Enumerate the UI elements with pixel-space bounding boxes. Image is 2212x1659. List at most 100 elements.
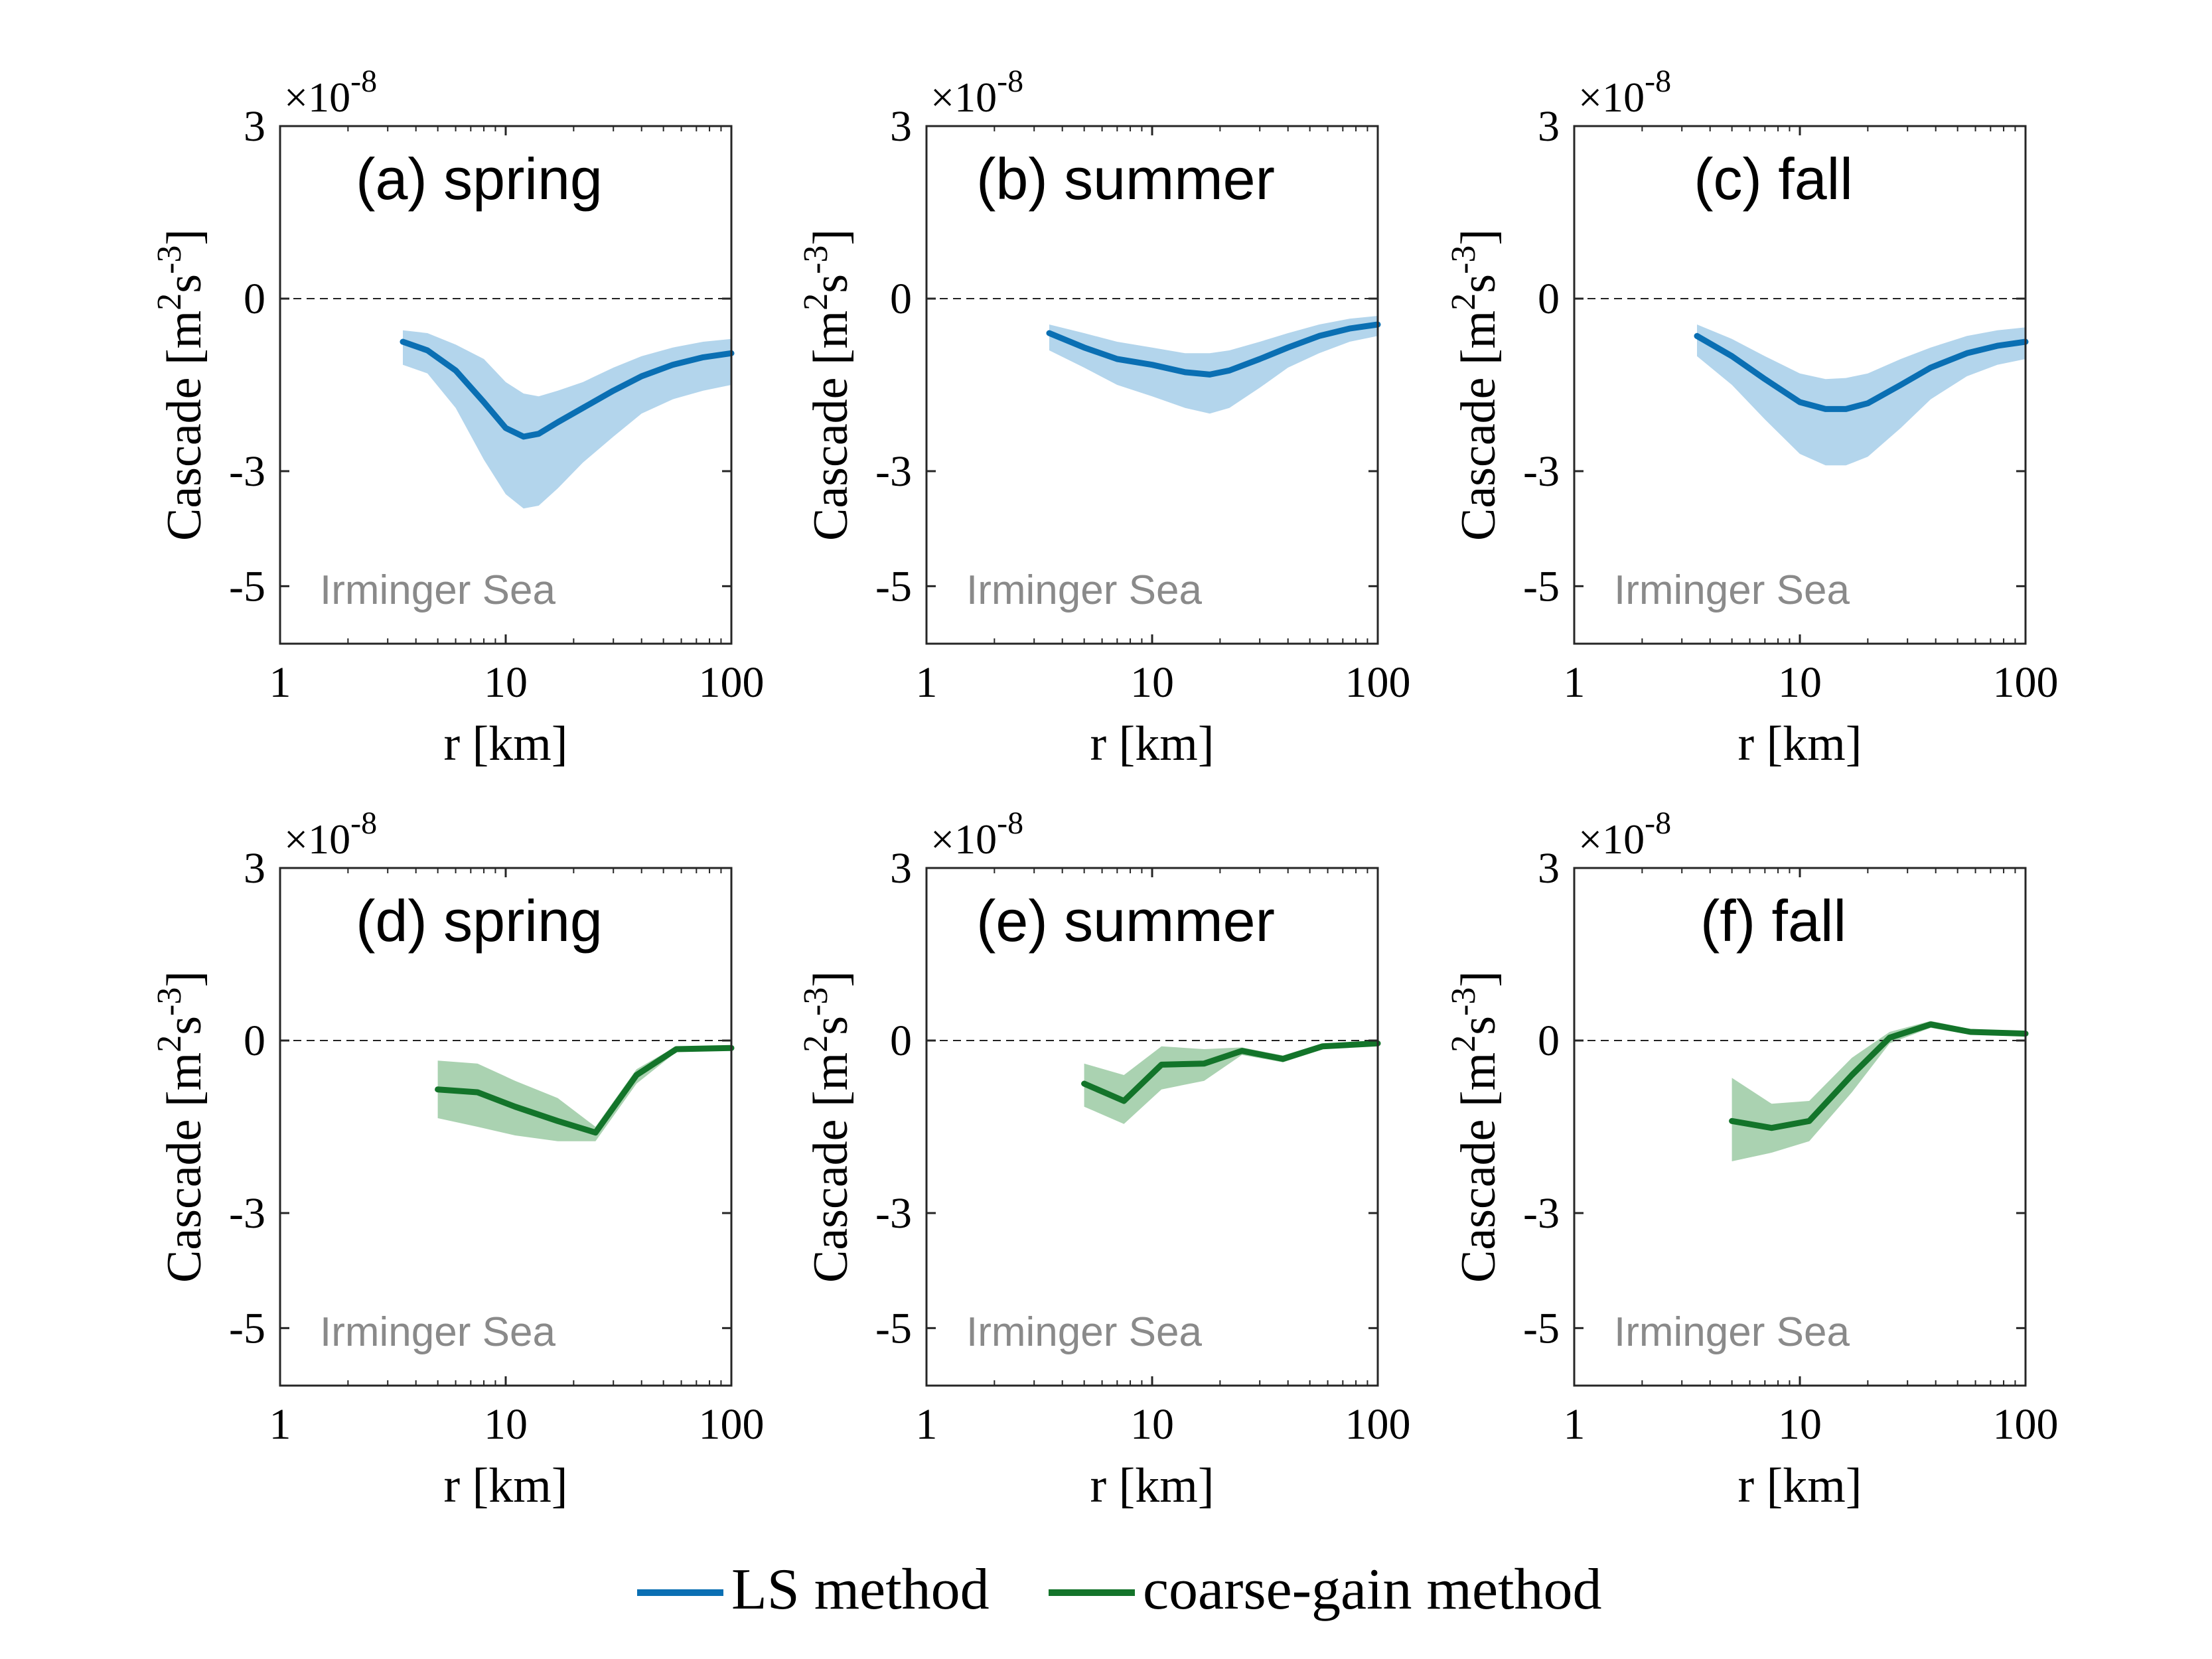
x-axis-label: r [km] — [1738, 1459, 1862, 1513]
y-axis-label-part: -3 — [151, 987, 188, 1016]
series-line — [1081, 1040, 1381, 1104]
y-axis-label-part: ] — [1451, 229, 1506, 246]
y-axis-label: Cascade [m2s-3] — [151, 971, 212, 1283]
y-axis-label-part: s — [1451, 1016, 1506, 1035]
exponent-power: -8 — [1645, 64, 1671, 99]
panel-e: 1 10 100 3 0 -3 -5 ×10-8 (e) summer Irminger Sea r… — [797, 806, 1411, 1513]
exponent-base: ×10 — [284, 816, 350, 863]
region-label: Irminger Sea — [320, 567, 555, 613]
x-tick-label: 1 — [916, 1400, 938, 1449]
panel-title: (b) summer — [976, 146, 1275, 212]
y-axis-label-part: 2 — [1445, 1035, 1483, 1052]
y-axis-label-part: ] — [157, 971, 212, 987]
y-tick-label: -5 — [229, 562, 265, 611]
panel-title: (a) spring — [356, 146, 603, 212]
exponent-power: -8 — [350, 64, 377, 99]
panel-c: 1 10 100 3 0 -3 -5 ×10-8 (c) fall Irminger Sea r [… — [1445, 64, 2059, 771]
y-axis-label-part: Cascade [m — [157, 311, 212, 541]
y-axis-label: Cascade [m2s-3] — [1445, 971, 1506, 1283]
panel-f: 1 10 100 3 0 -3 -5 ×10-8 (f) fall Irminger Sea r [… — [1445, 806, 2059, 1513]
x-tick-label: 10 — [484, 658, 528, 707]
x-tick-label: 1 — [1564, 1400, 1585, 1449]
region-label: Irminger Sea — [320, 1309, 555, 1355]
y-tick-label: -5 — [875, 1304, 912, 1352]
x-tick-label: 100 — [699, 1400, 765, 1449]
y-exponent-label: ×10-8 — [930, 806, 1023, 863]
y-tick-label: 3 — [890, 844, 912, 893]
y-axis-label-part: 2 — [797, 1035, 835, 1052]
y-tick-label: -5 — [1523, 1304, 1560, 1352]
y-axis-label-part: -3 — [797, 246, 835, 274]
y-axis-label-part: Cascade [m — [157, 1052, 212, 1283]
y-axis-label-part: s — [1451, 274, 1506, 293]
y-axis-label-part: ] — [157, 229, 212, 246]
uncertainty-band — [1732, 1021, 2026, 1161]
x-tick-label: 100 — [1993, 658, 2059, 707]
series-line — [435, 1045, 735, 1136]
series-line — [1046, 321, 1381, 378]
y-tick-label: 0 — [1538, 1017, 1560, 1065]
y-axis-label-part: Cascade [m — [1451, 1052, 1506, 1283]
y-axis-label-part: s — [804, 1016, 858, 1035]
panel-a: 1 10 100 3 0 -3 -5 ×10-8 (a) spring Irminger Sea r… — [151, 64, 765, 771]
y-tick-label: 0 — [890, 1017, 912, 1065]
y-exponent-label: ×10-8 — [930, 64, 1023, 121]
x-axis-label: r [km] — [444, 717, 568, 771]
uncertainty-band — [1049, 316, 1378, 414]
y-exponent-label: ×10-8 — [1578, 806, 1671, 863]
region-label: Irminger Sea — [966, 1309, 1202, 1355]
y-axis-label-part: 2 — [151, 293, 188, 311]
y-axis-label-part: -3 — [797, 987, 835, 1016]
y-axis-label-part: -3 — [1445, 987, 1483, 1016]
uncertainty-band — [437, 1046, 731, 1141]
y-axis-label-part: -3 — [1445, 246, 1483, 274]
y-axis-label-part: s — [804, 274, 858, 293]
y-axis-label: Cascade [m2s-3] — [151, 229, 212, 541]
x-tick-label: 10 — [1130, 1400, 1174, 1449]
y-tick-label: 3 — [1538, 844, 1560, 893]
exponent-base: ×10 — [1578, 74, 1645, 121]
panel-d: 1 10 100 3 0 -3 -5 ×10-8 (d) spring Irminger Sea r… — [151, 806, 765, 1513]
y-tick-label: -3 — [875, 447, 912, 496]
exponent-power: -8 — [997, 806, 1023, 841]
y-tick-label: 3 — [1538, 102, 1560, 151]
y-tick-label: -3 — [229, 447, 265, 496]
y-exponent-label: ×10-8 — [1578, 64, 1671, 121]
legend-label: coarse-gain method — [1143, 1557, 1602, 1622]
x-tick-label: 1 — [916, 658, 938, 707]
exponent-power: -8 — [350, 806, 377, 841]
x-axis-label: r [km] — [1738, 717, 1862, 771]
panel-title: (d) spring — [356, 888, 603, 954]
y-axis-label-part: -3 — [151, 246, 188, 274]
series-line — [1729, 1021, 2029, 1131]
x-tick-label: 10 — [1778, 658, 1822, 707]
y-tick-label: 0 — [244, 1017, 265, 1065]
y-tick-label: -5 — [1523, 562, 1560, 611]
y-axis-label-part: 2 — [151, 1035, 188, 1052]
y-tick-label: -3 — [875, 1189, 912, 1238]
panel-b: 1 10 100 3 0 -3 -5 ×10-8 (b) summer Irminger Sea r… — [797, 64, 1411, 771]
y-tick-label: 3 — [244, 844, 265, 893]
y-tick-label: -3 — [229, 1189, 265, 1238]
y-tick-label: -3 — [1523, 447, 1560, 496]
uncertainty-band — [1084, 1041, 1378, 1124]
exponent-base: ×10 — [930, 74, 997, 121]
y-axis-label-part: Cascade [m — [804, 1052, 858, 1283]
uncertainty-band — [1697, 325, 2026, 466]
y-axis-label-part: 2 — [797, 293, 835, 311]
x-tick-label: 10 — [1130, 658, 1174, 707]
y-tick-label: -3 — [1523, 1189, 1560, 1238]
region-label: Irminger Sea — [1614, 567, 1850, 613]
y-axis-label-part: s — [157, 274, 212, 293]
region-label: Irminger Sea — [966, 567, 1202, 613]
exponent-base: ×10 — [930, 816, 997, 863]
panel-title: (c) fall — [1694, 146, 1853, 212]
x-tick-label: 10 — [484, 1400, 528, 1449]
y-tick-label: 3 — [244, 102, 265, 151]
y-tick-label: 0 — [890, 275, 912, 323]
y-axis-label: Cascade [m2s-3] — [797, 229, 858, 541]
y-exponent-label: ×10-8 — [284, 64, 377, 121]
x-tick-label: 1 — [1564, 658, 1585, 707]
y-axis-label-part: 2 — [1445, 293, 1483, 311]
